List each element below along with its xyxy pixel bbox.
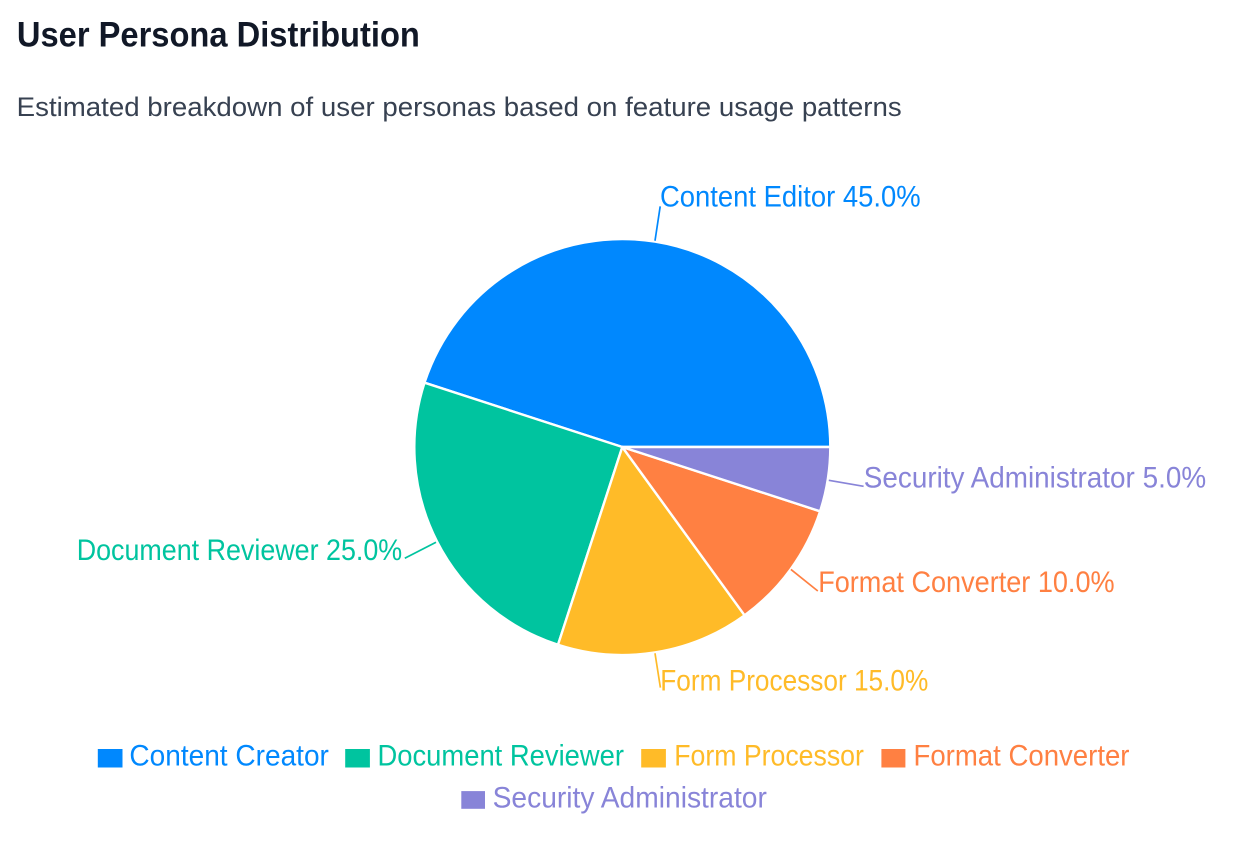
svg-text:Document Reviewer: Document Reviewer [378, 740, 625, 773]
svg-text:Form Processor: Form Processor [674, 740, 864, 773]
svg-text:Security Administrator 5.0%: Security Administrator 5.0% [864, 461, 1206, 494]
svg-text:Content Creator: Content Creator [129, 740, 329, 773]
svg-text:Security Administrator: Security Administrator [493, 782, 767, 815]
svg-text:Format Converter 10.0%: Format Converter 10.0% [818, 566, 1114, 599]
svg-text:Estimated breakdown of user pe: Estimated breakdown of user personas bas… [17, 92, 902, 122]
svg-text:User Persona Distribution: User Persona Distribution [17, 15, 420, 55]
svg-text:Document Reviewer 25.0%: Document Reviewer 25.0% [77, 534, 403, 567]
svg-text:Content Editor 45.0%: Content Editor 45.0% [660, 181, 921, 214]
svg-text:Format Converter: Format Converter [914, 740, 1130, 773]
svg-text:Form Processor 15.0%: Form Processor 15.0% [660, 665, 928, 698]
